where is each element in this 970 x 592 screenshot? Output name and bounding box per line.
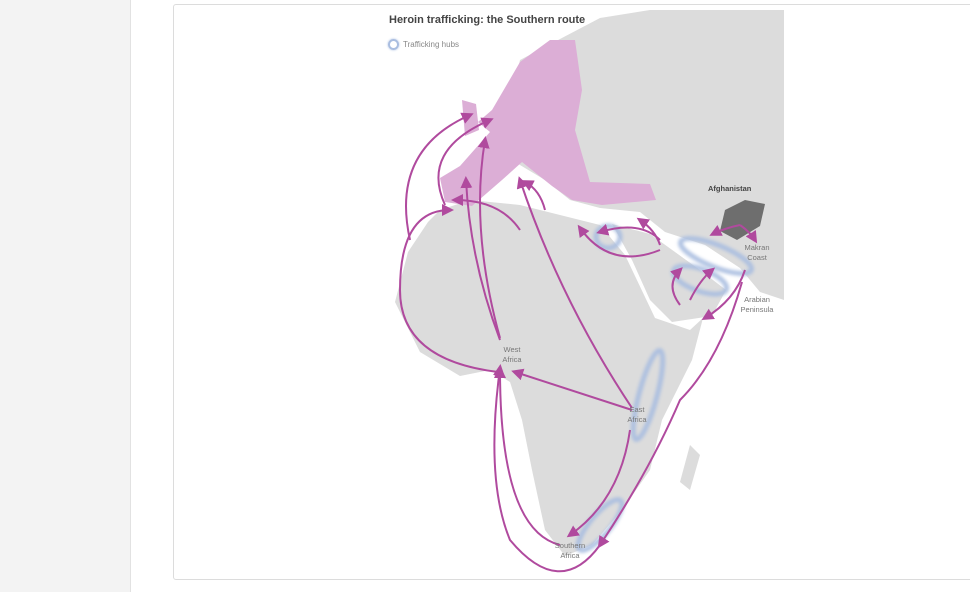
route xyxy=(597,281,743,549)
route xyxy=(516,176,633,409)
route xyxy=(709,224,741,236)
left-sidebar xyxy=(0,0,131,592)
route xyxy=(405,112,474,241)
route xyxy=(511,368,633,411)
legend-label: Trafficking hubs xyxy=(403,40,460,49)
route xyxy=(739,224,758,244)
label-arabian: Arabian Peninsula xyxy=(740,295,774,314)
afghanistan-region xyxy=(720,200,765,240)
route xyxy=(451,194,521,231)
hub-makran xyxy=(678,235,754,277)
route xyxy=(689,267,716,301)
arabia-land xyxy=(612,224,726,322)
route xyxy=(566,429,631,538)
label-west-africa: West Africa xyxy=(502,345,522,364)
africa-land xyxy=(395,200,703,556)
route xyxy=(477,136,501,339)
label-southern-africa: Southern Africa xyxy=(554,541,586,560)
route xyxy=(577,224,661,258)
route xyxy=(636,217,661,246)
route xyxy=(494,366,561,546)
europe-region xyxy=(440,40,656,206)
route xyxy=(521,180,546,211)
hub-east-africa xyxy=(630,348,666,442)
route xyxy=(398,204,499,373)
map-title: Heroin trafficking: the Southern route xyxy=(389,14,586,26)
label-afghanistan: Afghanistan xyxy=(708,184,752,193)
route xyxy=(670,267,683,306)
route xyxy=(460,176,501,341)
route xyxy=(701,269,746,321)
route xyxy=(492,364,601,573)
label-makran: Makran Coast xyxy=(744,243,770,262)
legend: Trafficking hubs xyxy=(388,39,459,50)
hub-southern-africa xyxy=(575,497,625,553)
label-east-africa: East Africa xyxy=(627,405,647,424)
hub-legend-icon xyxy=(388,39,399,50)
madagascar-land xyxy=(680,445,700,490)
route xyxy=(437,117,494,206)
